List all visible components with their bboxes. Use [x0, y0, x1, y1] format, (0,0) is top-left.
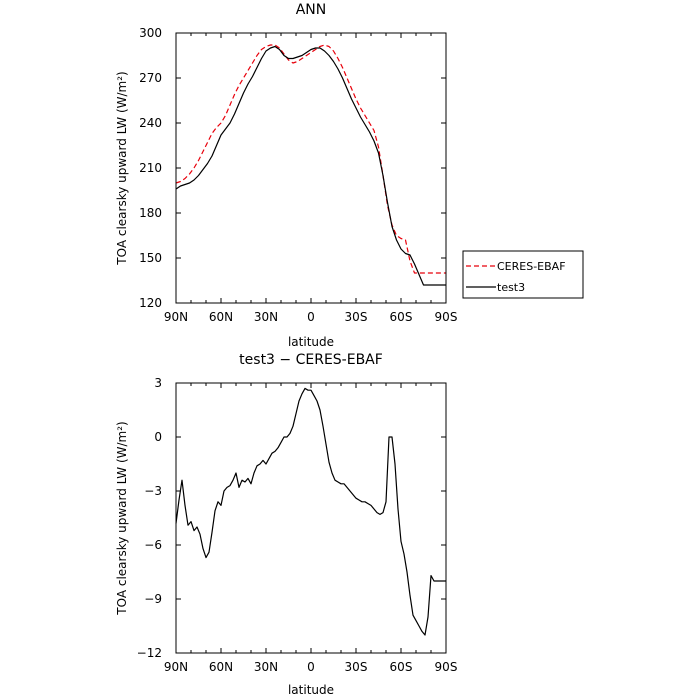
y-tick-label: 210 — [139, 161, 162, 175]
legend-box — [462, 250, 584, 299]
y-tick-label: −3 — [144, 484, 162, 498]
x-axis-label-bottom: latitude — [288, 683, 334, 697]
y-tick-label: 240 — [139, 116, 162, 130]
x-tick-label: 30S — [345, 310, 368, 324]
y-axis-label-top: TOA clearsky upward LW (W/m²) — [115, 71, 129, 265]
plot-frame-top — [175, 32, 447, 304]
x-tick-label: 0 — [307, 310, 315, 324]
panel-bottom: test3 − CERES-EBAF latitude TOA clearsky… — [115, 352, 457, 697]
x-tick-label: 90N — [164, 310, 188, 324]
y-tick-label: 180 — [139, 206, 162, 220]
y-axis-label-bottom: TOA clearsky upward LW (W/m²) — [115, 421, 129, 615]
legend-label-test3: test3 — [497, 281, 525, 294]
x-axis-label-top: latitude — [288, 335, 334, 349]
chart-title-top: ANN — [296, 2, 327, 18]
legend-label-ceres: CERES-EBAF — [497, 260, 566, 273]
plot-frame-bottom — [175, 382, 447, 654]
panel-top: ANN latitude TOA clearsky upward LW (W/m… — [115, 2, 457, 349]
x-tick-label: 90S — [435, 310, 458, 324]
x-tick-label: 60S — [390, 310, 413, 324]
x-tick-label: 60N — [209, 310, 233, 324]
y-tick-label: −12 — [137, 646, 162, 660]
x-tick-label: 30S — [345, 660, 368, 674]
legend: CERES-EBAF test3 — [462, 250, 584, 299]
series-line-ceres-ebaf — [175, 44, 446, 274]
ticks-bottom: 90N 60N 30N 0 30S 60S 90S −12 −9 −6 −3 0 3 — [137, 376, 458, 674]
x-tick-label: 60S — [390, 660, 413, 674]
y-tick-label: 150 — [139, 251, 162, 265]
y-tick-label: 300 — [139, 26, 162, 40]
series-line-difference — [175, 387, 446, 636]
series-bottom — [175, 387, 446, 636]
x-tick-label: 90S — [435, 660, 458, 674]
y-tick-label: 120 — [139, 296, 162, 310]
x-tick-label: 60N — [209, 660, 233, 674]
x-tick-label: 30N — [254, 660, 278, 674]
ticks-top: 90N 60N 30N 0 30S 60S 90S 120 150 180 210 240 270 300 — [139, 26, 457, 324]
y-tick-label: 0 — [154, 430, 162, 444]
y-tick-label: 3 — [154, 376, 162, 390]
x-tick-label: 30N — [254, 310, 278, 324]
chart-title-bottom: test3 − CERES-EBAF — [239, 352, 383, 368]
y-tick-label: −6 — [144, 538, 162, 552]
series-line-test3 — [175, 45, 446, 286]
series-top — [175, 44, 446, 286]
y-tick-label: 270 — [139, 71, 162, 85]
x-tick-label: 90N — [164, 660, 188, 674]
x-tick-label: 0 — [307, 660, 315, 674]
y-tick-label: −9 — [144, 592, 162, 606]
